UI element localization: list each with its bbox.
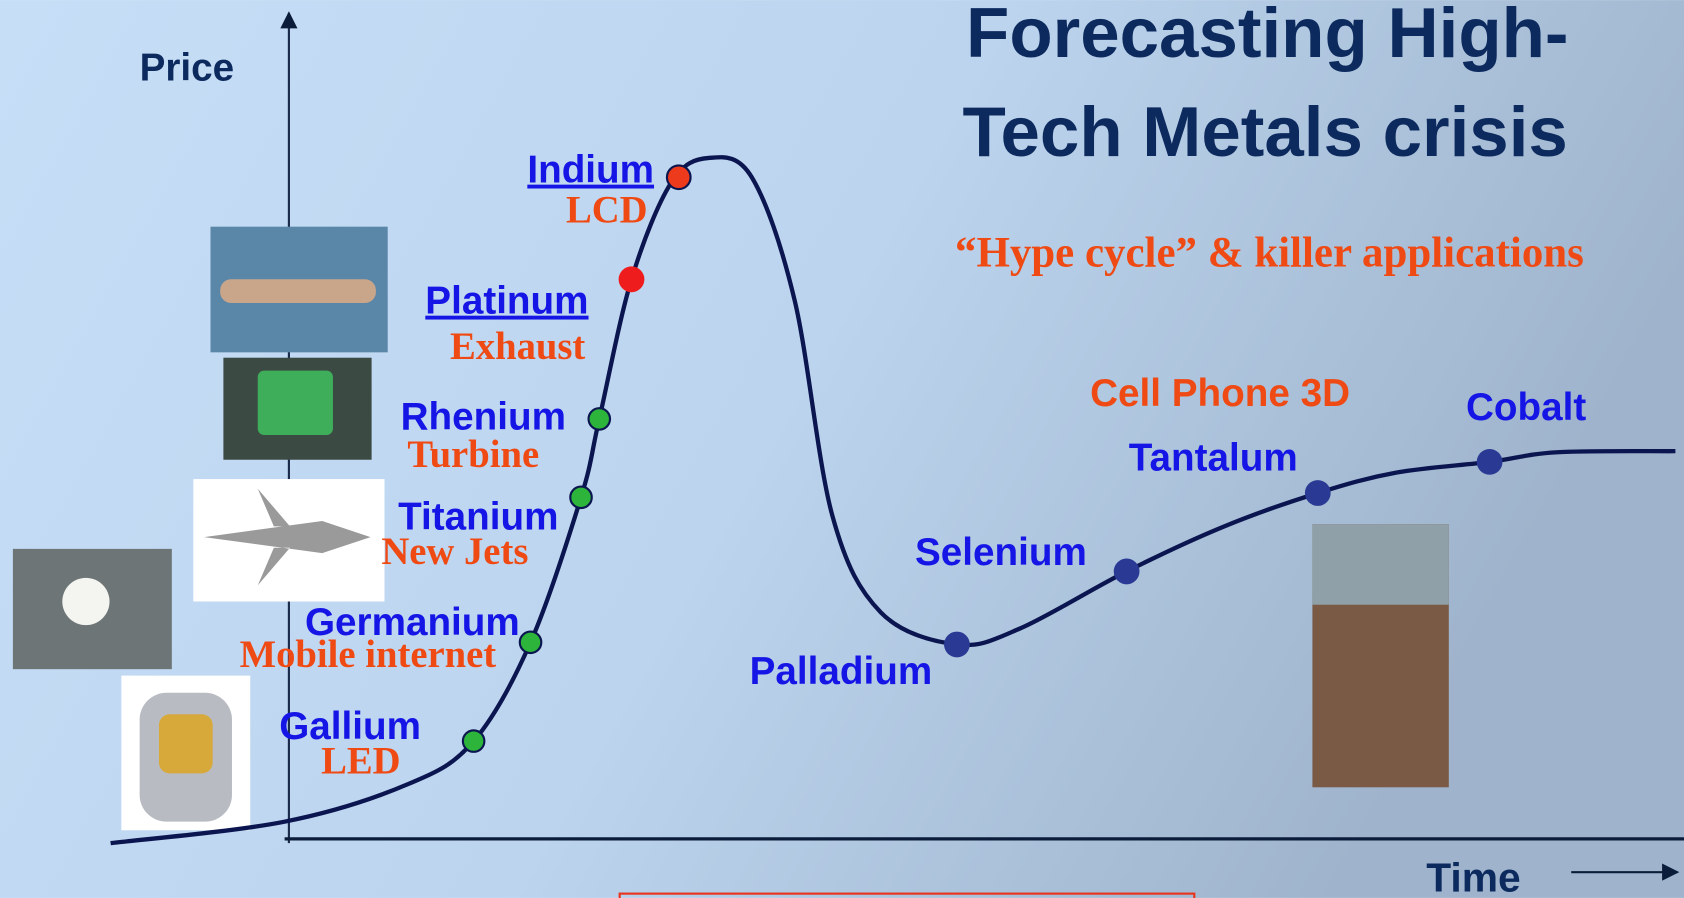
slide: Price Time Forecasting High- Tech Metals… xyxy=(0,0,1684,898)
node-label: Cobalt xyxy=(1466,386,1586,429)
node-dot xyxy=(1305,480,1331,506)
node-dot xyxy=(570,487,591,508)
title-line: Forecasting High- xyxy=(966,0,1568,73)
node-dot xyxy=(1477,449,1503,475)
image-led-light xyxy=(62,578,109,625)
node-dot xyxy=(589,408,610,429)
y-axis-label: Price xyxy=(140,47,235,90)
node-label: Palladium xyxy=(750,650,933,693)
node-application: Exhaust xyxy=(450,326,585,368)
node-dot xyxy=(944,632,970,658)
node-application: Turbine xyxy=(407,434,539,476)
node-label: Selenium xyxy=(915,531,1087,574)
title-line: Tech Metals crisis xyxy=(962,93,1567,172)
node-application: Mobile internet xyxy=(240,634,497,676)
node-application: New Jets xyxy=(381,531,528,573)
image-exhaust-part xyxy=(220,279,376,303)
node-label: Indium xyxy=(527,149,654,192)
node-application: LED xyxy=(321,740,400,782)
node-dot xyxy=(1114,559,1140,585)
page: Price Time Forecasting High- Tech Metals… xyxy=(0,0,1684,898)
node-application: Cell Phone 3D xyxy=(1090,372,1350,415)
image-drought-sky xyxy=(1312,524,1448,605)
node-label: Tantalum xyxy=(1129,436,1298,479)
image-phone-screen xyxy=(159,714,213,773)
node-application: LCD xyxy=(566,189,648,231)
node-dot xyxy=(463,730,484,751)
node-dot xyxy=(667,165,691,189)
x-axis-label: Time xyxy=(1426,854,1520,898)
node-label: Platinum xyxy=(425,280,588,323)
node-label: Rhenium xyxy=(401,396,566,439)
node-dot xyxy=(520,632,541,653)
subtitle: “Hype cycle” & killer applications xyxy=(955,229,1584,276)
node-dot xyxy=(619,266,645,292)
image-chip-part xyxy=(258,371,333,435)
